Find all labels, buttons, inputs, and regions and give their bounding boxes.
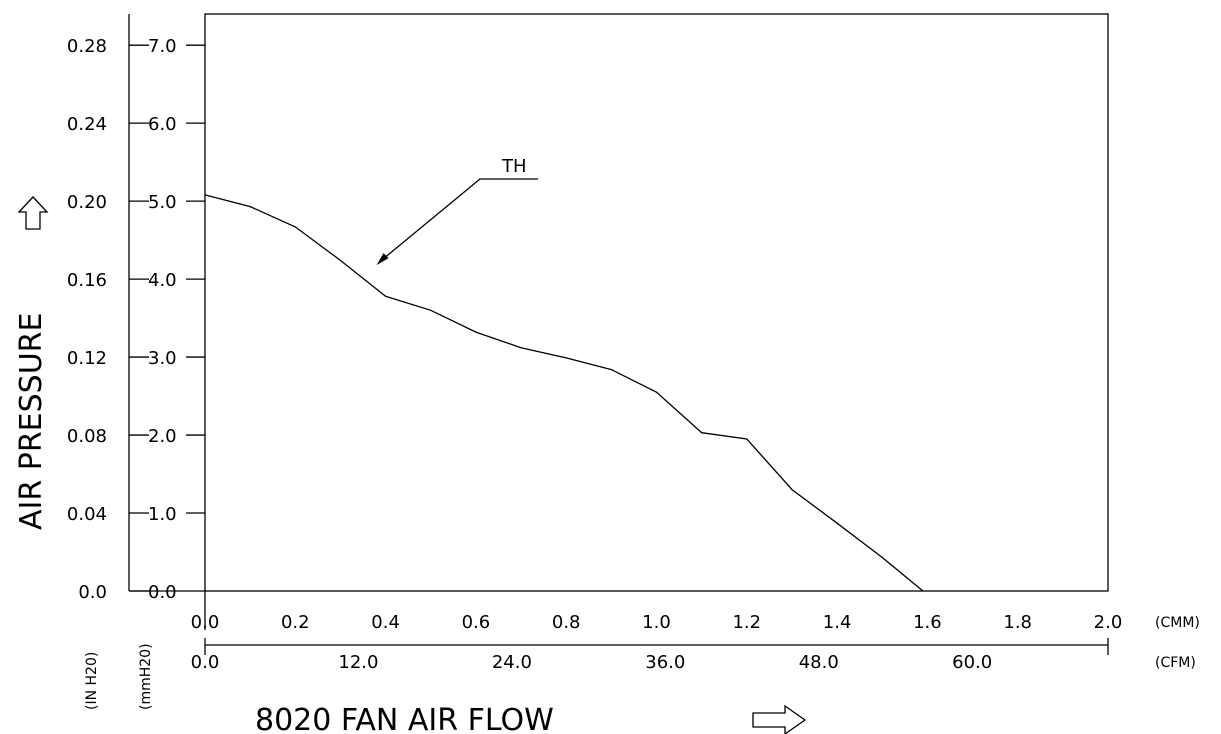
series-line: [204, 194, 924, 592]
y-tick-label-inh2o: 0.28: [67, 36, 107, 57]
y-tick-label-mmh2o: 0.0: [148, 582, 177, 603]
x-tick-label-cfm: 12.0: [338, 652, 378, 673]
data-point: [701, 432, 703, 434]
y-axis-label: AIR PRESSURE: [14, 313, 49, 531]
y-tick-label-inh2o: 0.0: [78, 582, 107, 603]
data-point: [475, 331, 477, 333]
y-tick-label-mmh2o: 3.0: [148, 348, 177, 369]
y-axis-arrow-icon: [17, 196, 49, 230]
data-point: [430, 309, 432, 311]
annotation-arrowhead: [376, 253, 389, 266]
y-unit-mmh2o: (mmH20): [138, 643, 154, 710]
y-tick-label-inh2o: 0.08: [67, 426, 107, 447]
data-point: [922, 590, 924, 592]
data-point: [655, 391, 658, 393]
y-tick-label-mmh2o: 2.0: [148, 426, 177, 447]
x-tick-label-cmm: 0.6: [462, 612, 491, 633]
y-tick-label-mmh2o: 5.0: [148, 192, 177, 213]
x-axis-title: 8020 FAN AIR FLOW: [255, 703, 554, 734]
x-tick-label-cfm: 48.0: [799, 652, 839, 673]
x-tick-label-cmm: 1.0: [642, 612, 671, 633]
x-tick-label-cmm: 0.8: [552, 612, 581, 633]
y-tick-label-inh2o: 0.20: [67, 192, 107, 213]
x-tick-label-cmm: 0.0: [191, 612, 220, 633]
y-tick-label-inh2o: 0.12: [67, 348, 107, 369]
x-unit-cmm: (CMM): [1155, 615, 1200, 631]
y-tick-label-mmh2o: 6.0: [148, 114, 177, 135]
y-tick-label-inh2o: 0.24: [67, 114, 107, 135]
x-axis-ticks: 0.0 0.2 0.4 0.6 0.8 1.0 1.2 1.4 1.6 1.8 2.0 0.0 12.0…: [191, 612, 1123, 673]
x-tick-label-cmm: 1.4: [823, 612, 852, 633]
x-tick-label-cfm: 36.0: [645, 652, 685, 673]
data-point: [385, 295, 387, 297]
y-tick-label-inh2o: 0.16: [67, 270, 107, 291]
annotation-label: TH: [501, 156, 527, 177]
x-tick-label-cmm: 2.0: [1094, 612, 1123, 633]
x-tick-label-cfm: 60.0: [952, 652, 992, 673]
x-tick-label-cmm: 1.2: [732, 612, 761, 633]
y-unit-inh2o: (IN H20): [84, 652, 100, 710]
data-point: [610, 368, 612, 371]
x-tick-label-cmm: 0.4: [371, 612, 400, 633]
data-point: [791, 489, 793, 491]
x-axis-arrow-icon: [752, 704, 807, 734]
annotation-leader: [380, 178, 538, 262]
x-unit-cfm: (CFM): [1155, 655, 1196, 671]
data-point: [520, 347, 522, 349]
series-layer: TH: [204, 156, 924, 592]
y-tick-label-mmh2o: 7.0: [148, 36, 177, 57]
data-point: [204, 194, 206, 196]
data-point: [339, 259, 342, 261]
x-tick-label-cmm: 0.2: [281, 612, 310, 633]
x-tick-label-cmm: 1.6: [913, 612, 942, 633]
data-point: [881, 556, 883, 559]
y-tick-label-mmh2o: 1.0: [148, 504, 177, 525]
plot-frame: [204, 13, 1109, 592]
y-axis-ticks: 0.0 0.0 1.0 0.04 2.0 0.08 3.0 0.12 4.0 0.16 5.0 0.2…: [67, 36, 205, 603]
x-tick-label-cfm: 24.0: [492, 652, 532, 673]
x-tick-label-cfm: 0.0: [191, 652, 220, 673]
data-point: [565, 357, 567, 359]
data-point: [746, 438, 748, 440]
data-point: [249, 205, 251, 208]
y-tick-label-inh2o: 0.04: [67, 504, 107, 525]
x-tick-label-cmm: 1.8: [1003, 612, 1032, 633]
data-point: [294, 226, 296, 228]
data-point: [836, 522, 838, 524]
y-tick-label-mmh2o: 4.0: [148, 270, 177, 291]
